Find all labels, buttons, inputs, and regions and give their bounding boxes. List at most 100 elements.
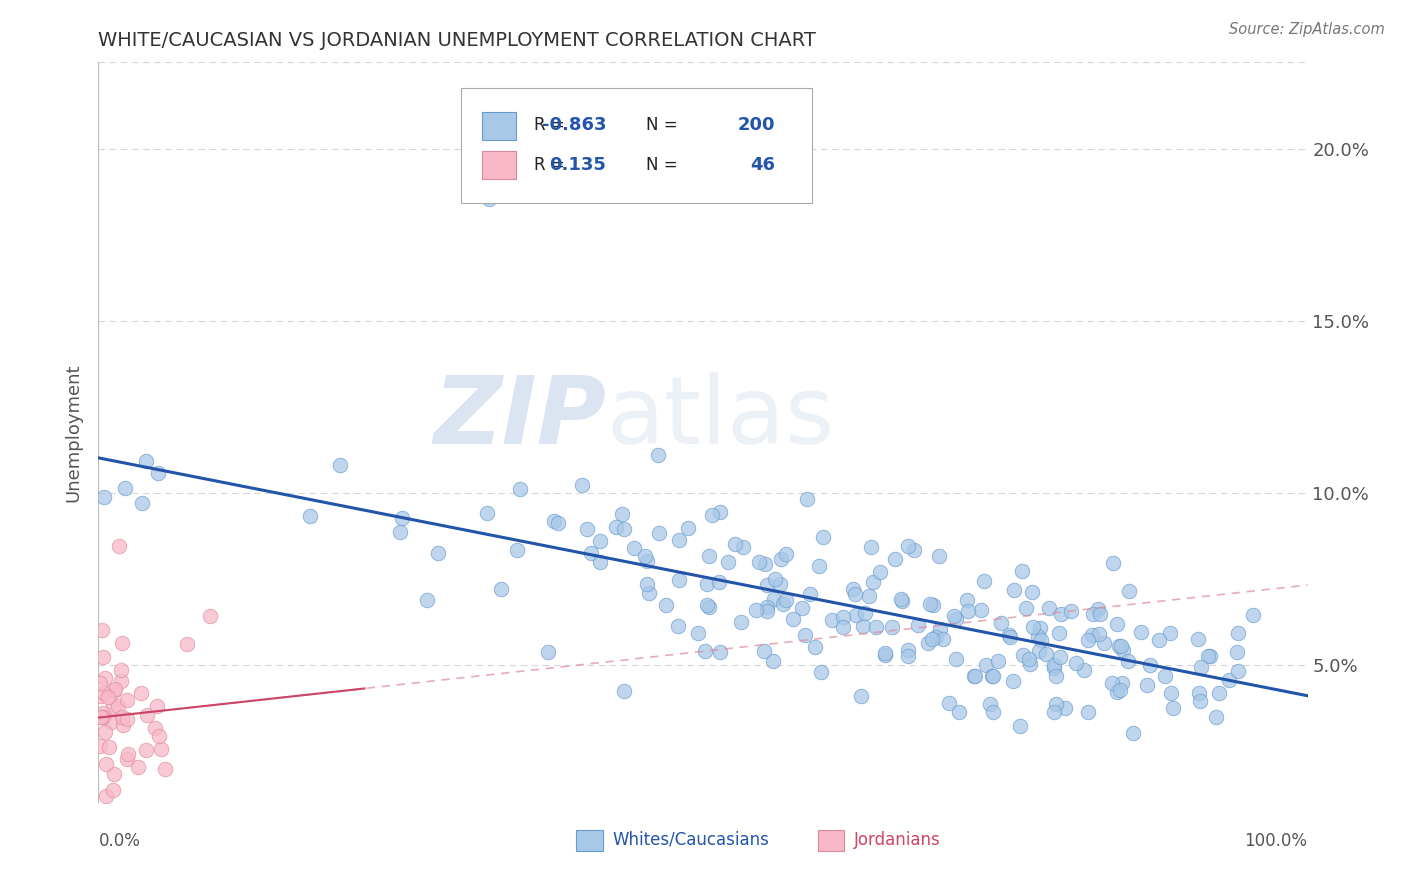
Point <box>505 543 527 558</box>
Point <box>90 709 112 723</box>
Text: N =: N = <box>647 155 678 174</box>
Point <box>862 575 884 590</box>
Point <box>1077 633 1099 648</box>
Point <box>131 496 153 510</box>
Point <box>973 574 995 588</box>
Point <box>907 617 929 632</box>
Point <box>112 718 135 732</box>
Point <box>427 546 450 560</box>
Point <box>974 658 997 673</box>
Point <box>391 511 413 525</box>
Point <box>1208 686 1230 700</box>
Point <box>873 648 896 662</box>
Point <box>1028 644 1050 658</box>
Point <box>477 506 499 520</box>
Point <box>998 631 1021 645</box>
Point <box>1081 628 1104 642</box>
Point <box>1226 626 1249 640</box>
Point <box>111 710 134 724</box>
Point <box>100 714 122 729</box>
Point <box>890 592 912 607</box>
Point <box>1060 604 1083 618</box>
Text: R =: R = <box>534 155 564 174</box>
Point <box>980 668 1002 682</box>
Point <box>796 492 818 507</box>
Point <box>808 558 831 573</box>
Point <box>127 760 149 774</box>
Point <box>89 676 111 690</box>
Point <box>1049 607 1071 622</box>
Point <box>896 648 918 663</box>
Point <box>1028 621 1050 635</box>
Point <box>1064 656 1087 670</box>
Point <box>103 700 125 714</box>
Text: R =: R = <box>534 116 564 135</box>
Point <box>588 533 610 548</box>
Point <box>945 612 967 626</box>
Point <box>176 637 198 651</box>
Point <box>943 608 966 623</box>
Point <box>1015 600 1038 615</box>
Point <box>389 525 412 540</box>
Text: Source: ZipAtlas.com: Source: ZipAtlas.com <box>1229 22 1385 37</box>
Point <box>1002 582 1025 597</box>
Point <box>903 542 925 557</box>
Point <box>117 747 139 762</box>
Point <box>1077 706 1099 720</box>
Point <box>110 636 132 650</box>
Point <box>1047 625 1070 640</box>
Point <box>648 525 671 540</box>
Point <box>1043 661 1066 675</box>
Point <box>1010 719 1032 733</box>
Point <box>613 683 636 698</box>
Point <box>956 593 979 607</box>
Point <box>93 490 115 504</box>
Point <box>1139 658 1161 673</box>
Point <box>981 705 1004 719</box>
Point <box>810 665 832 680</box>
Point <box>666 619 689 633</box>
Point <box>769 551 792 566</box>
Point <box>613 522 636 536</box>
Bar <box>818 830 845 851</box>
Point <box>90 689 112 703</box>
Point <box>636 554 658 568</box>
Point <box>1197 649 1219 664</box>
Point <box>1160 686 1182 700</box>
Point <box>1129 625 1152 640</box>
Point <box>1118 654 1140 668</box>
Point <box>110 663 132 677</box>
Point <box>1118 584 1140 599</box>
Point <box>763 572 786 586</box>
Point <box>782 612 804 626</box>
Point <box>576 523 599 537</box>
Point <box>731 540 754 554</box>
Point <box>1199 649 1222 664</box>
Point <box>94 789 117 804</box>
Point <box>1189 693 1212 707</box>
Point <box>948 705 970 719</box>
Point <box>668 533 690 547</box>
Point <box>543 514 565 528</box>
Point <box>724 537 747 551</box>
Point <box>654 599 676 613</box>
Point <box>610 507 633 521</box>
Point <box>1101 676 1123 690</box>
Text: atlas: atlas <box>606 372 835 464</box>
Point <box>1043 705 1066 719</box>
Point <box>891 594 914 608</box>
Point <box>136 707 159 722</box>
Point <box>842 582 865 596</box>
Point <box>1105 685 1128 699</box>
Text: 200: 200 <box>738 116 776 135</box>
Point <box>107 539 129 553</box>
Point <box>135 742 157 756</box>
Point <box>1159 626 1181 640</box>
Point <box>107 698 129 713</box>
Point <box>114 481 136 495</box>
Point <box>755 604 778 618</box>
Point <box>880 620 903 634</box>
Point <box>1154 669 1177 683</box>
Point <box>873 646 896 660</box>
Point <box>589 555 612 569</box>
